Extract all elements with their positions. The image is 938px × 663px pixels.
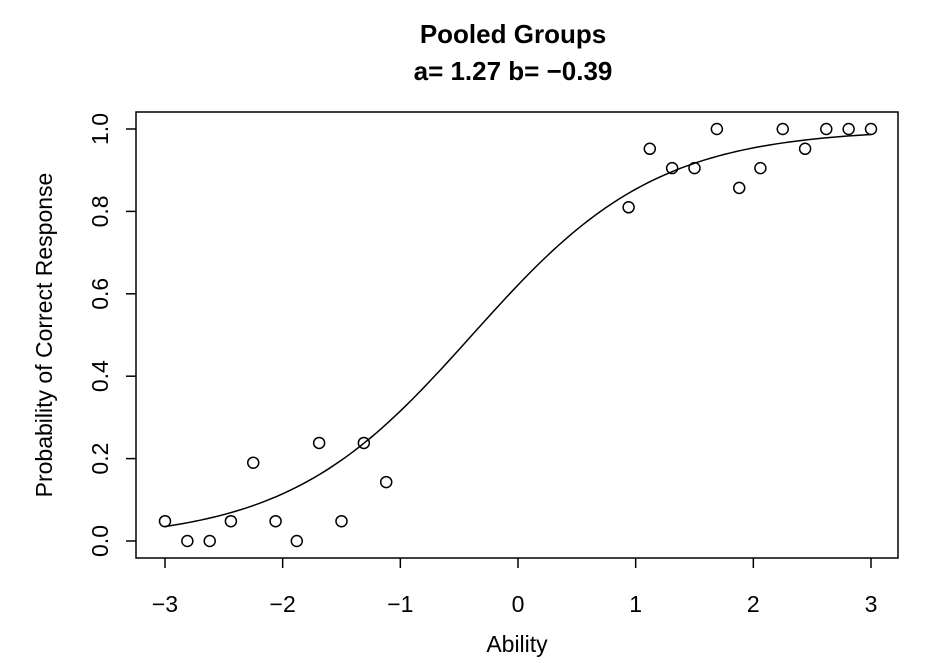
x-tick-label: 0: [512, 591, 525, 617]
x-tick-label: 1: [629, 591, 642, 617]
chart-title: Pooled Groups: [420, 19, 606, 49]
data-point: [335, 514, 348, 528]
y-tick-label: 0.6: [87, 278, 113, 310]
y-tick-label: 0.8: [87, 195, 113, 227]
data-point: [357, 436, 371, 450]
y-axis-label: Probability of Correct Response: [31, 173, 57, 498]
x-tick-label: −1: [387, 591, 413, 617]
data-point: [754, 161, 767, 175]
data-point: [269, 514, 282, 528]
data-point: [247, 456, 260, 469]
data-point: [732, 181, 746, 195]
plot-frame: [135, 111, 899, 559]
data-point: [181, 534, 194, 548]
y-tick-label: 1.0: [87, 113, 113, 145]
x-axis-label: Ability: [486, 631, 548, 657]
icc-curve-line: [164, 133, 872, 528]
data-point: [798, 142, 812, 156]
data-points: [158, 122, 878, 548]
data-point: [379, 475, 393, 489]
data-point: [203, 534, 216, 548]
data-point: [820, 122, 833, 136]
data-point: [158, 514, 172, 528]
y-axis: 0.0 0.2 0.4 0.6 0.8 1.0: [87, 113, 136, 557]
data-point: [290, 534, 304, 548]
y-tick-label: 0.4: [87, 360, 113, 392]
x-tick-label: 3: [865, 591, 878, 617]
x-tick-label: −2: [270, 591, 296, 617]
x-tick-label: −3: [152, 591, 178, 617]
data-point: [776, 122, 789, 136]
x-tick-label: 2: [747, 591, 760, 617]
data-point: [864, 122, 878, 136]
data-point: [622, 201, 635, 214]
y-tick-label: 0.2: [87, 443, 113, 475]
data-point: [665, 161, 679, 175]
data-point: [710, 122, 724, 136]
data-point: [688, 161, 701, 175]
chart-subtitle: a= 1.27 b= −0.39: [414, 56, 613, 86]
data-point: [643, 142, 657, 156]
data-point: [312, 436, 326, 450]
y-tick-label: 0.0: [87, 525, 113, 557]
x-axis: −3 −2 −1 0 1 2 3: [152, 558, 878, 617]
data-point: [224, 514, 238, 528]
data-point: [842, 122, 855, 136]
